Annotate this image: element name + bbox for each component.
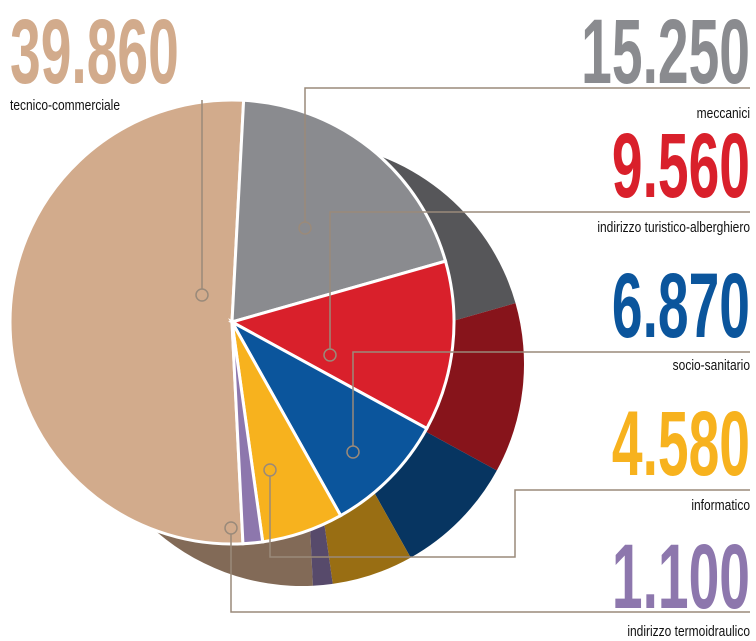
callout-dot bbox=[263, 463, 277, 477]
category-label: tecnico-commerciale bbox=[10, 97, 120, 114]
callout-line bbox=[230, 534, 750, 613]
callout-line bbox=[269, 476, 750, 558]
category-label: indirizzo termoidraulico bbox=[627, 623, 750, 640]
slice bbox=[230, 321, 265, 546]
slice bbox=[228, 318, 429, 518]
value-label: 1.100 bbox=[612, 526, 750, 629]
callout-line bbox=[352, 351, 750, 446]
value-label: 15.250 bbox=[581, 1, 750, 104]
callout-dot bbox=[346, 445, 360, 459]
category-label: meccanici bbox=[697, 105, 750, 122]
callout-line bbox=[329, 211, 750, 349]
pie bbox=[8, 98, 456, 546]
value-label: 6.870 bbox=[612, 255, 750, 358]
slice bbox=[228, 259, 456, 431]
category-label: informatico bbox=[691, 497, 750, 514]
callout-line bbox=[304, 87, 750, 222]
slice bbox=[8, 98, 246, 546]
value-label: 39.860 bbox=[10, 1, 179, 104]
callout-dot bbox=[323, 348, 337, 362]
value-label: 9.560 bbox=[612, 115, 750, 218]
callouts bbox=[195, 87, 750, 613]
category-label: socio-sanitario bbox=[673, 357, 750, 374]
callout-dot bbox=[224, 521, 238, 535]
slice bbox=[230, 98, 448, 325]
category-label: indirizzo turistico-alberghiero bbox=[597, 219, 750, 236]
callout-dot bbox=[195, 288, 209, 302]
callout-dot bbox=[298, 221, 312, 235]
value-label: 4.580 bbox=[612, 393, 750, 496]
